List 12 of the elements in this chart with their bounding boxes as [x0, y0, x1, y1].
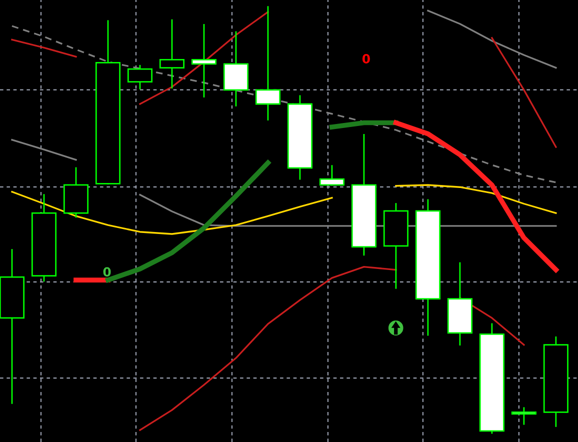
- annotation: 0: [103, 267, 111, 277]
- candlestick: [479, 323, 504, 434]
- annotation: 0: [362, 54, 370, 64]
- candlestick: [159, 19, 185, 88]
- candlestick: [255, 6, 280, 120]
- candlestick: [223, 31, 248, 106]
- candlestick: [415, 199, 440, 336]
- candlestick: [543, 336, 568, 427]
- candlestick: [0, 249, 25, 404]
- candlestick: [447, 262, 472, 346]
- candlestick: [191, 24, 217, 98]
- candlestick: [511, 407, 536, 425]
